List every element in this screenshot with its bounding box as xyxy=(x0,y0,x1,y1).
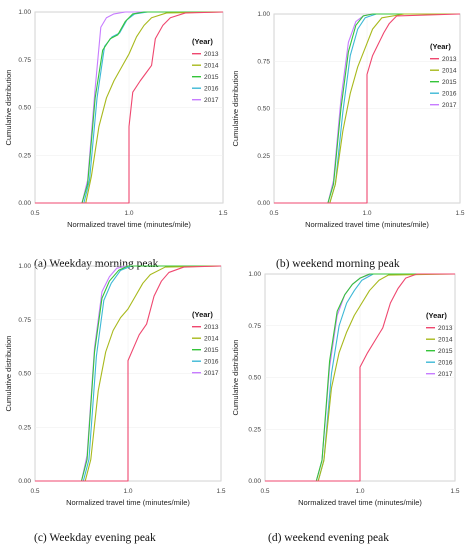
x-axis-label: Normalized travel time (minutes/mile) xyxy=(298,498,422,507)
legend-entry-2015: 2015 xyxy=(204,74,219,81)
y-tick-label: 0.25 xyxy=(257,153,270,160)
legend-entry-2013: 2013 xyxy=(204,324,219,331)
legend-entry-2013: 2013 xyxy=(204,51,219,58)
legend-entry-2016: 2016 xyxy=(442,91,457,98)
series-line-2015 xyxy=(265,273,455,482)
series-line-2014 xyxy=(274,13,460,204)
legend: (Year) 2013 2014 2015 2016 2017 xyxy=(430,42,457,109)
y-tick-label: 0.75 xyxy=(18,317,31,324)
legend-title: (Year) xyxy=(426,311,447,320)
legend: (Year) 2013 2014 2015 2016 2017 xyxy=(192,310,219,377)
y-tick-label: 0.00 xyxy=(18,478,31,485)
legend-entry-2015: 2015 xyxy=(204,347,219,354)
y-tick-label: 0.75 xyxy=(257,58,270,65)
x-tick-label: 1.0 xyxy=(123,488,132,495)
x-tick-label: 1.0 xyxy=(355,488,364,495)
legend-entry-2013: 2013 xyxy=(438,325,453,332)
series-line-2013 xyxy=(35,265,222,482)
y-tick-label: 0.50 xyxy=(18,371,31,378)
y-tick-label: 0.50 xyxy=(248,375,261,382)
x-axis-label: Normalized travel time (minutes/mile) xyxy=(66,498,190,507)
x-tick-label: 0.5 xyxy=(269,210,278,217)
y-tick-label: 0.75 xyxy=(248,323,261,330)
legend-entry-2017: 2017 xyxy=(442,102,457,109)
x-axis-label: Normalized travel time (minutes/mile) xyxy=(67,220,191,229)
panel-caption: (c) Weekday evening peak xyxy=(34,532,156,544)
x-tick-label: 1.5 xyxy=(455,210,464,217)
y-axis-label: Cumulative distribution xyxy=(231,71,240,147)
x-tick-label: 0.5 xyxy=(30,488,39,495)
series-line-2016 xyxy=(35,265,221,482)
legend-entry-2013: 2013 xyxy=(442,56,457,63)
panel-weekday-morning: 0.00 0.25 0.50 0.75 1.00 0.5 1.0 1.5 Normalized … xyxy=(4,9,228,270)
y-tick-label: 1.00 xyxy=(248,271,261,278)
y-axis-label: Cumulative distribution xyxy=(4,336,13,412)
y-tick-label: 0.50 xyxy=(257,106,270,113)
series-line-2014 xyxy=(35,265,222,482)
legend-entry-2014: 2014 xyxy=(204,336,219,343)
series-line-2015 xyxy=(274,13,460,204)
legend-entry-2014: 2014 xyxy=(204,63,219,70)
x-tick-label: 1.5 xyxy=(450,488,459,495)
series-line-2013 xyxy=(35,11,224,204)
legend-entry-2017: 2017 xyxy=(204,370,219,377)
y-tick-label: 1.00 xyxy=(257,11,270,18)
panel-caption: (b) weekend morning peak xyxy=(276,258,400,270)
x-tick-label: 0.5 xyxy=(260,488,269,495)
series-line-2014 xyxy=(35,11,224,204)
x-tick-label: 1.0 xyxy=(124,210,133,217)
y-tick-label: 0.50 xyxy=(18,105,31,112)
y-tick-label: 0.00 xyxy=(257,200,270,207)
legend: (Year) 2013 2014 2015 2016 2017 xyxy=(426,311,453,378)
series-line-2013 xyxy=(265,273,455,482)
legend-entry-2015: 2015 xyxy=(438,348,453,355)
x-tick-label: 1.0 xyxy=(362,210,371,217)
y-tick-label: 0.00 xyxy=(248,478,261,485)
series-line-2013 xyxy=(274,13,461,204)
legend-entry-2014: 2014 xyxy=(442,68,457,75)
x-tick-label: 1.5 xyxy=(216,488,225,495)
legend-title: (Year) xyxy=(192,310,213,319)
legend-title: (Year) xyxy=(430,42,451,51)
panel-caption: (a) Weekday morning peak xyxy=(34,258,159,270)
panel-caption: (d) weekend evening peak xyxy=(268,532,389,544)
legend: (Year) 2013 2014 2015 2016 2017 xyxy=(192,37,219,104)
y-tick-label: 1.00 xyxy=(18,9,31,16)
x-axis-label: Normalized travel time (minutes/mile) xyxy=(305,220,429,229)
y-axis-label: Cumulative distribution xyxy=(231,340,240,416)
series-line-2014 xyxy=(265,273,456,482)
series-line-2015 xyxy=(35,265,221,482)
legend-entry-2017: 2017 xyxy=(438,371,453,378)
y-axis-label: Cumulative distribution xyxy=(4,70,13,146)
panel-weekday-evening: 0.00 0.25 0.50 0.75 1.00 0.5 1.0 1.5 Normalized … xyxy=(4,263,226,544)
panel-weekend-morning: 0.00 0.25 0.50 0.75 1.00 0.5 1.0 1.5 Normalized … xyxy=(231,11,465,270)
legend-entry-2015: 2015 xyxy=(442,79,457,86)
legend-entry-2016: 2016 xyxy=(204,359,219,366)
panel-weekend-evening: 0.00 0.25 0.50 0.75 1.00 0.5 1.0 1.5 Normalized … xyxy=(231,271,460,544)
legend-entry-2016: 2016 xyxy=(204,86,219,93)
legend-entry-2017: 2017 xyxy=(204,97,219,104)
legend-title: (Year) xyxy=(192,37,213,46)
y-tick-label: 1.00 xyxy=(18,263,31,270)
y-tick-label: 0.25 xyxy=(18,152,31,159)
legend-entry-2014: 2014 xyxy=(438,337,453,344)
y-tick-label: 0.25 xyxy=(18,424,31,431)
legend-entry-2016: 2016 xyxy=(438,360,453,367)
y-tick-label: 0.00 xyxy=(18,200,31,207)
y-tick-label: 0.25 xyxy=(248,426,261,433)
x-tick-label: 1.5 xyxy=(218,210,227,217)
series-line-2015 xyxy=(35,11,223,204)
x-tick-label: 0.5 xyxy=(30,210,39,217)
y-tick-label: 0.75 xyxy=(18,57,31,64)
